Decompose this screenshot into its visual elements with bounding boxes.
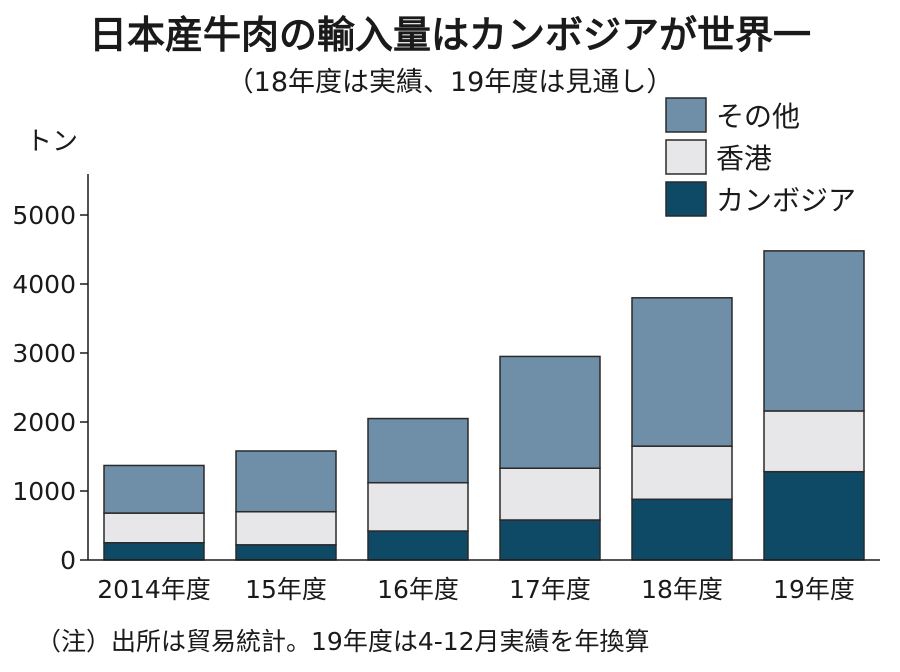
bar-segment <box>631 498 733 561</box>
y-tick-label: 4000 <box>12 270 76 299</box>
y-tick-label: 0 <box>60 546 76 575</box>
y-tick-label: 5000 <box>12 201 76 230</box>
bar-segment <box>103 464 205 514</box>
bar-segment <box>367 530 469 561</box>
y-tick-label: 2000 <box>12 408 76 437</box>
legend-label: カンボジア <box>716 184 856 217</box>
chart-subtitle: （18年度は実績、19年度は見通し） <box>226 67 674 98</box>
bar-segment <box>763 410 865 473</box>
x-tick-label: 17年度 <box>509 575 591 604</box>
chart-title: 日本産牛肉の輸入量はカンボジアが世界一 <box>88 13 811 57</box>
y-axis-ticks: 0 1000 2000 3000 4000 5000 <box>12 201 88 575</box>
y-tick-label: 1000 <box>12 477 76 506</box>
bar-segment <box>763 250 865 412</box>
y-axis-label: トン <box>26 127 78 157</box>
bar-segment <box>499 467 601 521</box>
bar-segment <box>235 544 337 561</box>
x-tick-label: 16年度 <box>377 575 459 604</box>
y-tick-label: 3000 <box>12 339 76 368</box>
legend-swatch <box>665 181 707 217</box>
bar-segment <box>235 450 337 513</box>
legend-swatch <box>665 139 707 175</box>
bar-segment <box>499 355 601 469</box>
bar-segment <box>235 510 337 546</box>
bar-segment <box>103 542 205 561</box>
bar-segment <box>367 417 469 484</box>
x-tick-label: 15年度 <box>245 575 327 604</box>
footnote: （注）出所は貿易統計。19年度は4-12月実績を年換算 <box>36 627 650 656</box>
legend-swatch <box>665 97 707 133</box>
bar-segment <box>631 297 733 447</box>
bar-segment <box>103 512 205 544</box>
x-tick-label: 2014年度 <box>97 575 211 604</box>
x-tick-label: 18年度 <box>641 575 723 604</box>
legend-label: 香港 <box>716 142 772 175</box>
bar-segment <box>367 481 469 532</box>
x-tick-label: 19年度 <box>773 575 855 604</box>
stacked-bar-chart: トン 0 1000 2000 3000 4000 5000 2014年度 15年度 16年度 1… <box>12 97 880 604</box>
bar-segment <box>631 445 733 501</box>
x-axis-tick-labels: 2014年度 15年度 16年度 17年度 18年度 19年度 <box>97 575 855 604</box>
bar-groups <box>103 250 865 561</box>
legend-label: その他 <box>716 100 800 133</box>
bar-segment <box>763 470 865 561</box>
bar-segment <box>499 519 601 561</box>
